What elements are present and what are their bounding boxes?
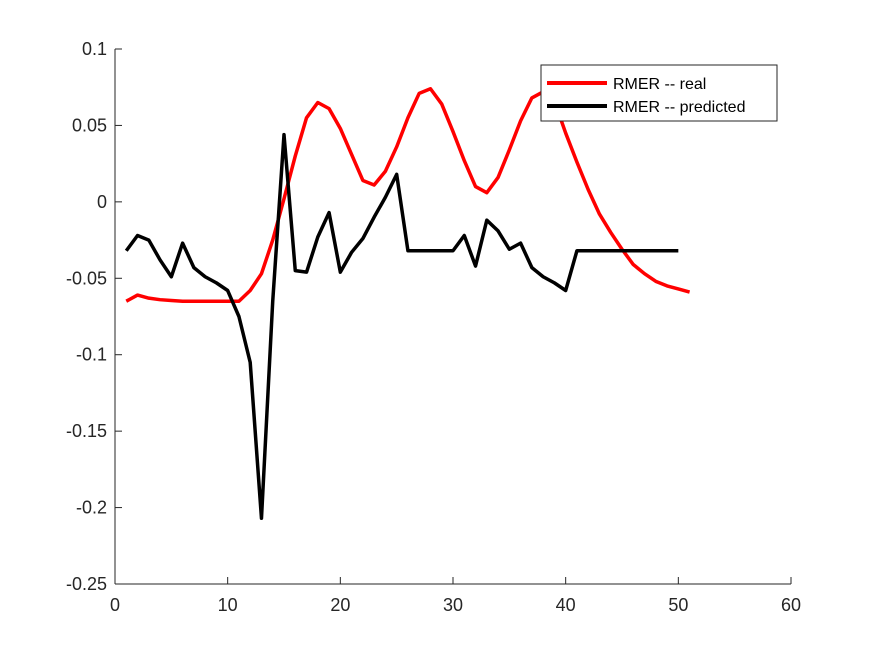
axes-layer: 0 10 20 30 40 50 60 -0.25 -0.2 -0.15 -0.1 -0.05 0 0.0… bbox=[66, 39, 801, 615]
y-tick-label: -0.15 bbox=[66, 421, 107, 441]
series-layer bbox=[124, 86, 691, 521]
legend-box bbox=[540, 64, 778, 122]
y-tick-label: -0.25 bbox=[66, 574, 107, 594]
y-tick-label: 0.05 bbox=[72, 115, 107, 135]
y-tick-label: 0.1 bbox=[82, 39, 107, 59]
y-tick-label: -0.05 bbox=[66, 268, 107, 288]
x-tick-label: 20 bbox=[330, 595, 350, 615]
y-tick-label: -0.2 bbox=[76, 498, 107, 518]
x-tick-label: 40 bbox=[556, 595, 576, 615]
x-tick-label: 50 bbox=[668, 595, 688, 615]
legend-label-real: RMER -- real bbox=[613, 76, 706, 93]
y-tick-label: 0 bbox=[97, 192, 107, 212]
legend: RMER -- real RMER -- predicted bbox=[540, 64, 778, 122]
x-tick-label: 10 bbox=[218, 595, 238, 615]
x-tick-label: 30 bbox=[443, 595, 463, 615]
series-line-real bbox=[125, 86, 691, 303]
x-tick-label: 0 bbox=[110, 595, 120, 615]
y-tick-label: -0.1 bbox=[76, 345, 107, 365]
legend-label-predicted: RMER -- predicted bbox=[613, 99, 745, 116]
x-tick-label: 60 bbox=[781, 595, 801, 615]
series-line-predicted bbox=[124, 132, 679, 521]
